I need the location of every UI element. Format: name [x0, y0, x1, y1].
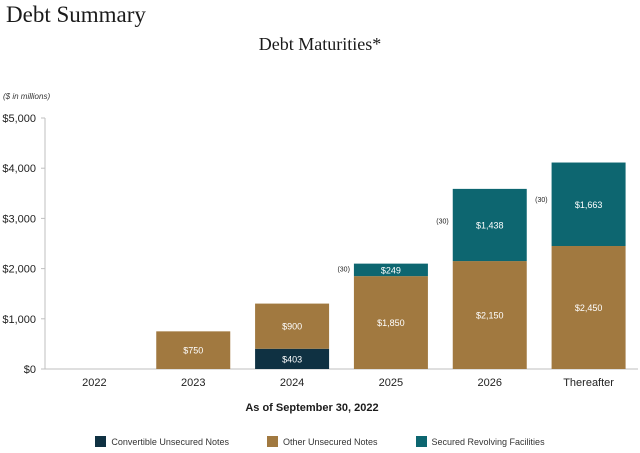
unit-note: ($ in millions) [3, 92, 50, 101]
x-tick-label: 2025 [379, 377, 403, 389]
y-tick-label: $3,000 [2, 213, 36, 225]
y-tick-label: $4,000 [2, 163, 36, 175]
bar-value-label: $249 [381, 265, 401, 275]
bar-value-label: $750 [183, 346, 203, 356]
x-tick-label: 2023 [181, 377, 205, 389]
bar-segment [156, 331, 231, 369]
x-axis-label: As of September 30, 2022 [245, 402, 378, 414]
chart-title: Debt Maturities* [258, 34, 382, 54]
bar-value-label: $1,438 [476, 220, 504, 230]
y-tick-label: $1,000 [2, 314, 36, 326]
y-tick-label: $0 [24, 364, 36, 376]
bar-segment [255, 303, 330, 349]
y-tick-label: $5,000 [2, 113, 36, 125]
x-tick-label: Thereafter [563, 377, 614, 389]
legend-swatch [95, 436, 107, 447]
bar-segment [452, 188, 527, 262]
legend-item: Convertible Unsecured Notes [95, 436, 229, 447]
bar-segment [353, 263, 428, 277]
page-title: Debt Summary [6, 2, 146, 27]
x-tick-label: 2024 [280, 377, 304, 389]
chart-legend: Convertible Unsecured Notes Other Unsecur… [0, 436, 640, 447]
bar-segment [551, 246, 626, 369]
bar-segment [353, 276, 428, 369]
bar-value-label: $403 [282, 354, 302, 364]
x-tick-label: 2026 [478, 377, 502, 389]
legend-label: Convertible Unsecured Notes [111, 436, 229, 447]
legend-item: Other Unsecured Notes [266, 436, 378, 447]
bar-segment [452, 261, 527, 369]
bar-value-label: $1,850 [377, 318, 405, 328]
bar-annotation: (30) [535, 197, 547, 204]
bar-value-label: $900 [282, 322, 302, 332]
bar-value-label: $1,663 [575, 200, 603, 210]
legend-label: Secured Revolving Facilities [431, 436, 545, 447]
bar-segment [551, 162, 626, 247]
debt-maturities-chart: ($ in millions) $0 $1,000 $2,000 $3,000 $4,00… [2, 92, 638, 414]
y-tick-label: $2,000 [2, 264, 36, 276]
bar-annotation: (30) [337, 266, 349, 273]
legend-label: Other Unsecured Notes [282, 436, 378, 447]
bar-value-label: $2,150 [476, 311, 504, 321]
bar-value-label: $2,450 [575, 303, 603, 313]
legend-swatch [415, 436, 427, 447]
bar-annotation: (30) [436, 218, 448, 225]
legend-item: Secured Revolving Facilities [415, 436, 545, 447]
legend-swatch [266, 436, 278, 447]
x-tick-label: 2022 [82, 377, 106, 389]
bar-segment [255, 348, 330, 369]
